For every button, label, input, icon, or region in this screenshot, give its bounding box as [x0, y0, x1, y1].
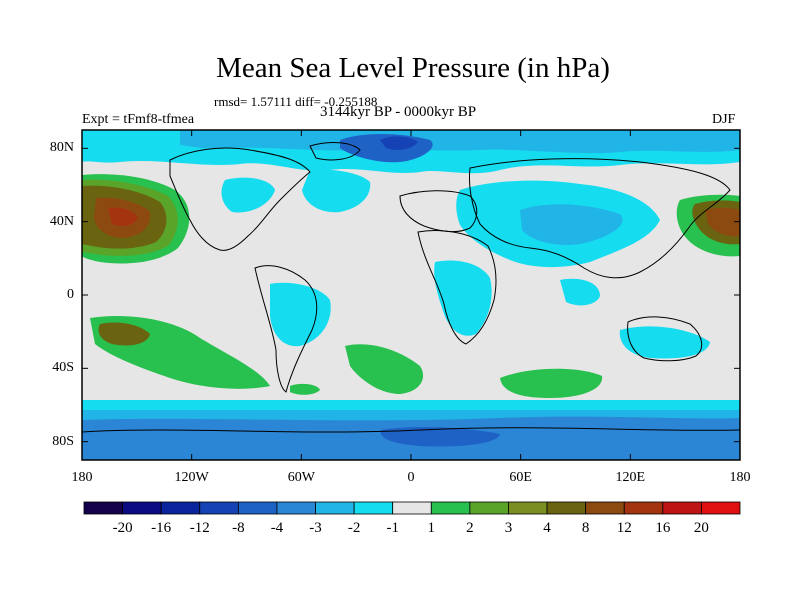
colorbar-label: -16	[151, 520, 172, 536]
colorbar-label: -4	[270, 520, 284, 536]
colorbar-label: 20	[693, 520, 709, 536]
colorbar-label: 12	[616, 520, 632, 536]
coast-africa	[417, 230, 497, 345]
colorbar-swatch	[353, 501, 394, 515]
colorbar-swatch	[315, 501, 355, 515]
colorbar-label: -12	[189, 520, 210, 536]
colorbar-swatch	[662, 501, 702, 515]
y-tick-label: 40S	[52, 360, 74, 376]
indian-ocean-negative	[560, 278, 600, 306]
coastlines	[82, 142, 740, 433]
colorbar-swatch	[122, 501, 162, 515]
north-america-negative	[221, 177, 275, 213]
x-tick-label: 60W	[287, 470, 315, 485]
colorbar-swatch	[392, 501, 432, 515]
colorbar-swatch	[701, 501, 741, 515]
coast-asia	[469, 158, 731, 279]
season-label: DJF	[712, 112, 736, 127]
arctic-low-center	[380, 136, 418, 150]
statistics-text: rmsd= 1.57111 diff= -0.255188	[214, 94, 378, 109]
y-tick-label: 0	[67, 287, 74, 302]
colorbar	[83, 501, 741, 515]
colorbar-label: 8	[581, 520, 590, 536]
south-pacific-high-core	[98, 322, 150, 346]
coast-antarctica	[82, 427, 740, 433]
north-atlantic-negative	[302, 169, 371, 213]
colorbar-label: 3	[504, 520, 513, 536]
coast-greenland	[309, 142, 361, 161]
colorbar-label: 1	[427, 520, 436, 536]
coast-south-america	[254, 265, 318, 393]
colorbar-swatch	[585, 501, 625, 515]
x-tick-label: 180	[71, 470, 93, 485]
colorbar-label: -2	[347, 520, 361, 536]
coast-north-america	[169, 147, 311, 251]
colorbar-swatch	[83, 501, 123, 515]
map-field	[82, 130, 740, 460]
west-pacific-high-core	[705, 207, 740, 237]
north-pacific-high-center	[108, 207, 138, 226]
chart-title: Mean Sea Level Pressure (in hPa)	[216, 52, 610, 84]
colorbar-label: -20	[112, 520, 133, 536]
colorbar-swatch	[237, 501, 278, 515]
experiment-label: Expt = tFmf8-tfmea	[82, 112, 195, 127]
indian-ocean-high	[500, 368, 603, 398]
colorbar-swatch	[160, 501, 201, 515]
axis-ticks	[81, 130, 741, 460]
coast-australia	[627, 316, 703, 362]
x-tick-label: 60E	[509, 470, 532, 485]
colorbar-label: 4	[543, 520, 551, 536]
colorbar-swatch	[623, 501, 664, 515]
colorbar-swatch	[199, 501, 239, 515]
colorbar-label: -8	[232, 520, 245, 536]
colorbar-label: 16	[655, 520, 671, 536]
africa-negative	[434, 260, 492, 336]
y-tick-label: 80N	[49, 140, 74, 156]
y-tick-label: 40N	[49, 213, 74, 229]
australia-negative	[619, 326, 710, 359]
colorbar-swatch	[430, 501, 471, 515]
asia-negative-mid	[520, 204, 623, 246]
x-tick-label: 0	[407, 470, 415, 485]
x-tick-label: 120W	[174, 470, 209, 485]
south-atlantic-high	[345, 344, 424, 394]
antarctic-low-core	[380, 427, 500, 447]
y-tick-label: 80S	[52, 433, 74, 449]
colorbar-swatch	[469, 501, 509, 515]
colorbar-label: -3	[309, 520, 322, 536]
x-tick-label: 120E	[615, 470, 646, 485]
drake-passage-high	[290, 383, 320, 395]
arctic-negative-mid	[180, 130, 740, 154]
colorbar-label: 2	[466, 520, 474, 536]
colorbar-label: -1	[386, 520, 399, 536]
colorbar-swatch	[546, 501, 587, 515]
colorbar-swatch	[276, 501, 316, 515]
colorbar-swatch	[508, 501, 548, 515]
period-label: 3144kyr BP - 0000kyr BP	[320, 104, 477, 120]
x-tick-label: 180	[729, 470, 751, 485]
coast-europe	[399, 190, 478, 233]
